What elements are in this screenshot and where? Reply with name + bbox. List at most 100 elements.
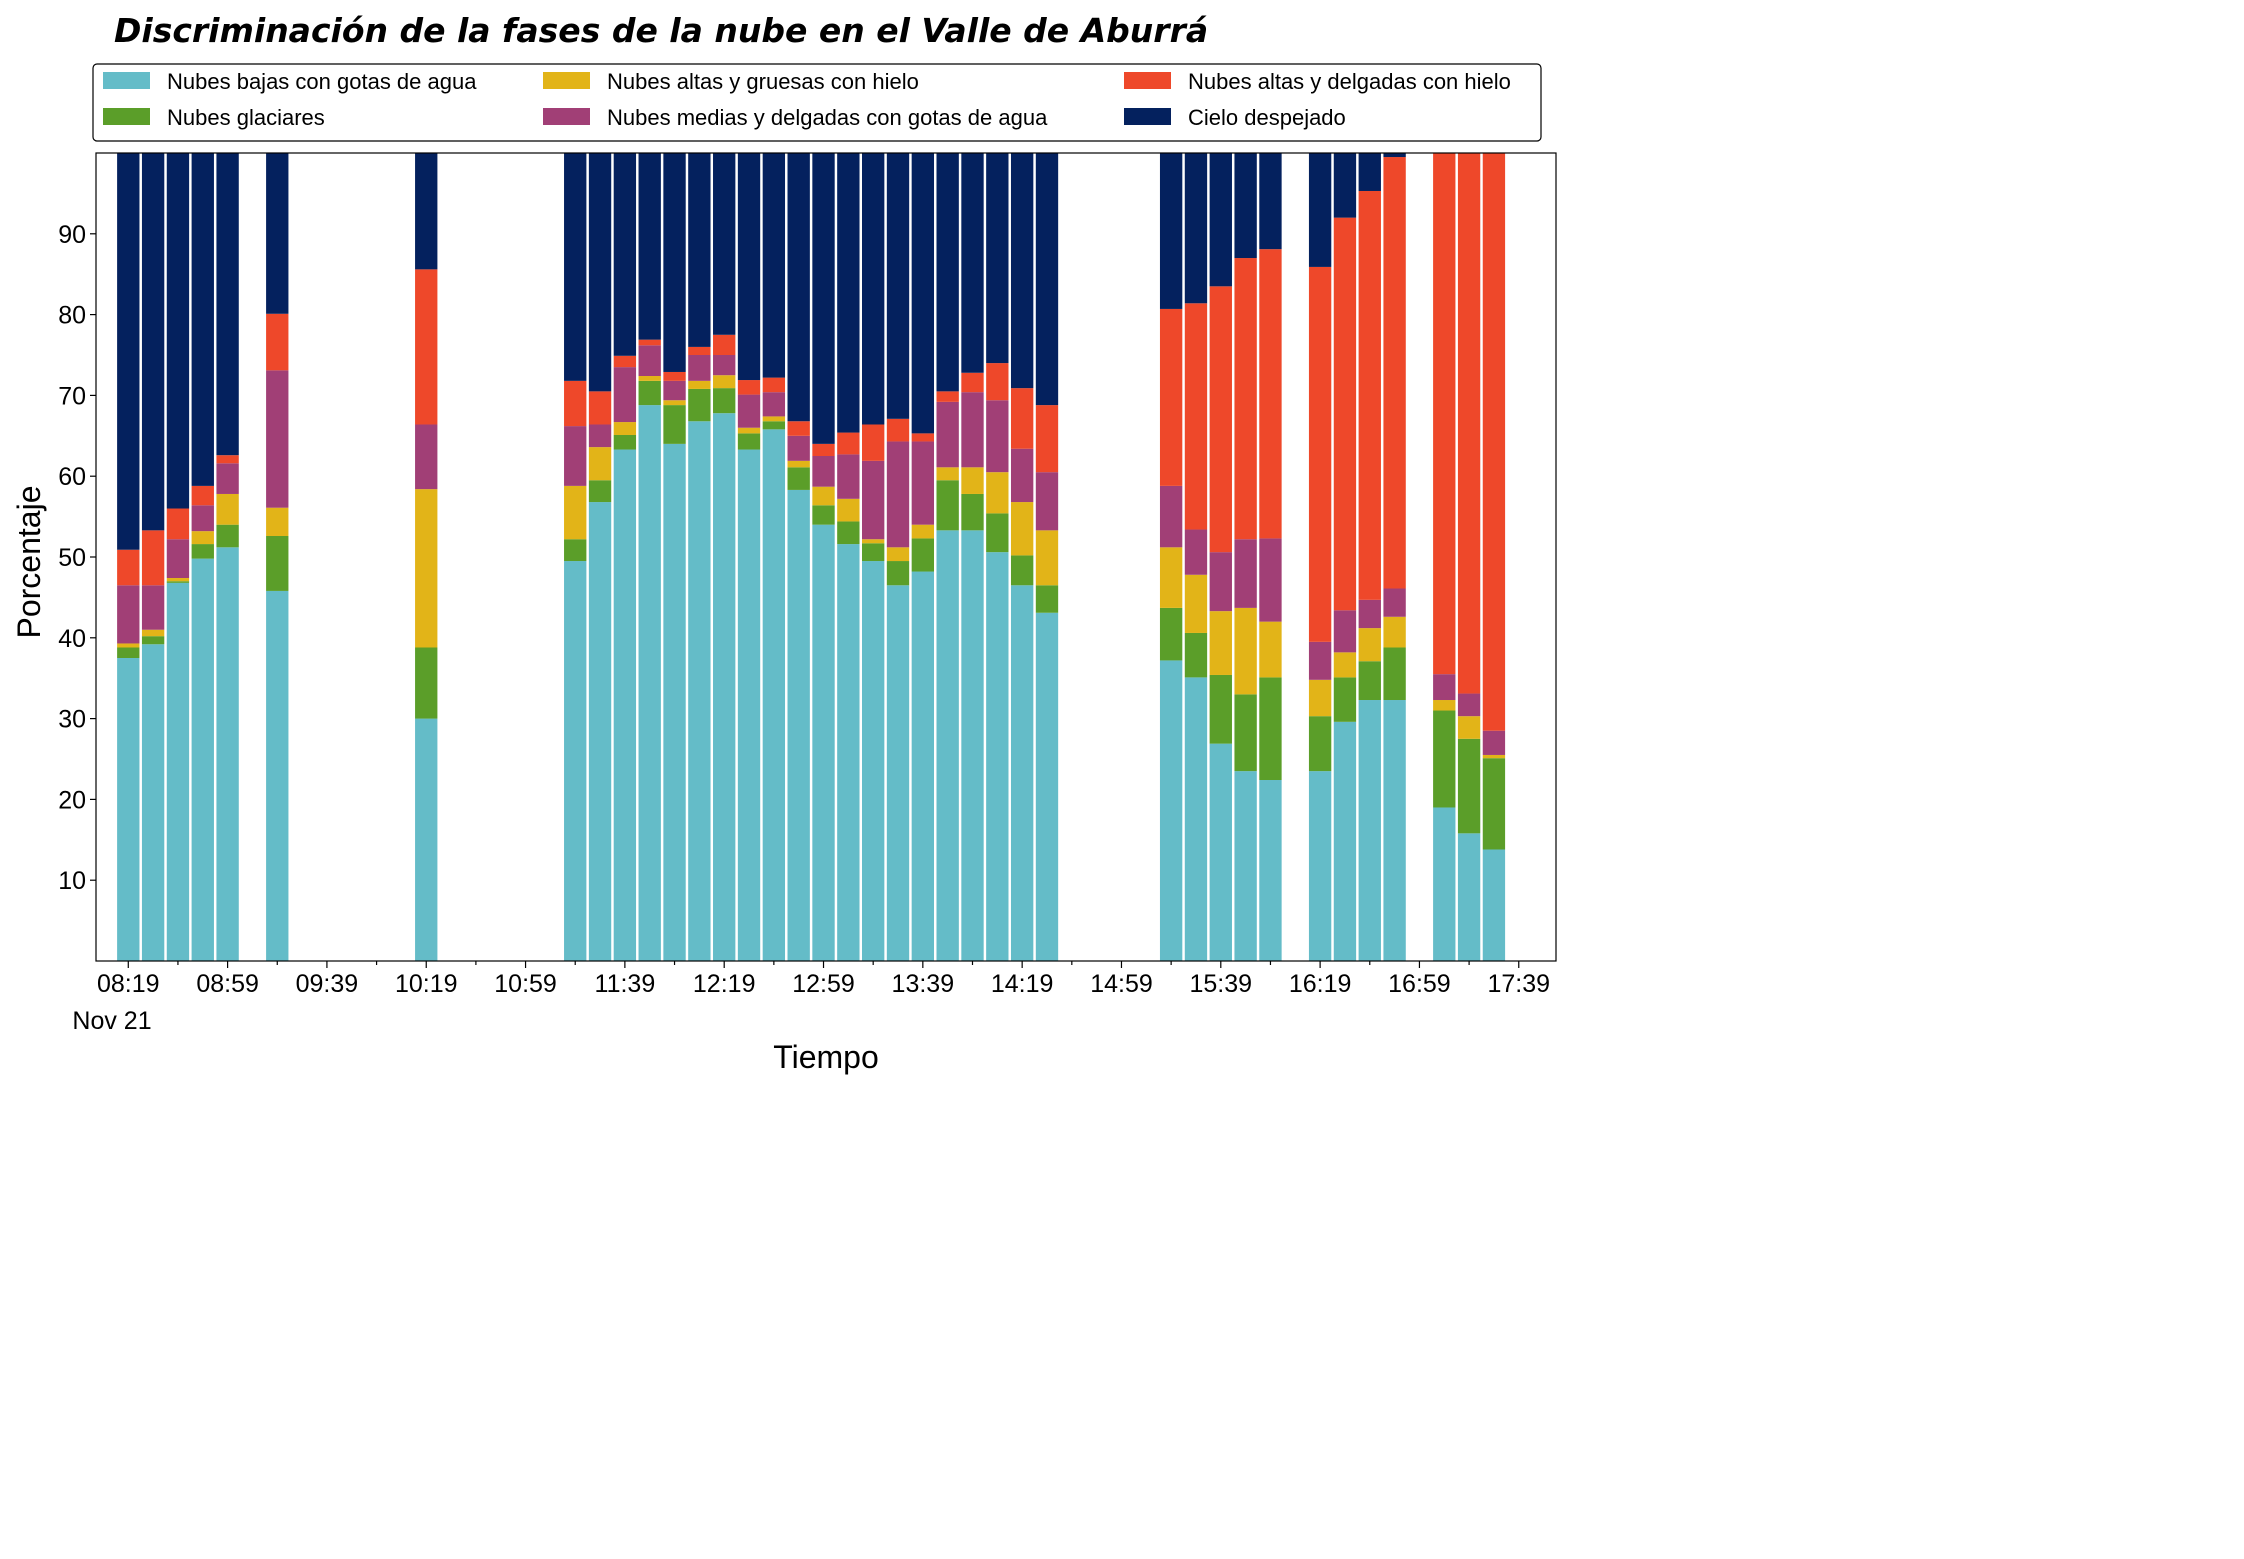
bar-segment <box>588 502 612 961</box>
bar-segment <box>638 376 661 381</box>
bar-segment <box>1482 754 1506 759</box>
bar-segment <box>1184 677 1208 961</box>
bar-segment <box>191 544 214 559</box>
bar-segment <box>1159 153 1183 309</box>
bar-segment <box>688 153 711 347</box>
bar-segment <box>117 643 140 648</box>
bar-segment <box>1333 677 1357 722</box>
bar-segment <box>1234 258 1257 540</box>
bar-segment <box>191 531 214 545</box>
bar-segment <box>1308 716 1332 772</box>
bar-segment <box>638 153 661 340</box>
bar-segment <box>837 498 860 522</box>
bar-segment <box>737 433 761 450</box>
bar-segment <box>1259 780 1282 961</box>
bar-segment <box>961 392 984 468</box>
bar-segment <box>862 153 885 425</box>
bar-segment <box>961 467 984 494</box>
bar-segment <box>1482 849 1506 961</box>
y-tick-label: 90 <box>58 221 86 249</box>
bar-segment <box>1433 700 1456 711</box>
bar-segment <box>787 435 810 461</box>
bar-segment <box>216 463 239 494</box>
bar-segment <box>762 416 786 422</box>
x-axis-date-label: Nov 21 <box>72 1007 151 1035</box>
bar-segment <box>837 544 860 961</box>
bar-segment <box>886 547 910 562</box>
bar-segment <box>862 424 885 461</box>
bar-segment <box>166 581 190 583</box>
bar-segment <box>1482 153 1506 731</box>
x-tick-label: 14:59 <box>1090 970 1153 998</box>
bar-segment <box>1010 388 1034 449</box>
bar-segment <box>564 153 587 381</box>
bar-segment <box>1308 153 1332 267</box>
bar-segment <box>191 153 214 486</box>
bar-segment <box>911 433 935 442</box>
bar-segment <box>1333 217 1357 611</box>
bar-segment <box>141 644 165 961</box>
bar-segment <box>812 153 835 444</box>
bar-segment <box>588 391 612 425</box>
bars-group <box>117 153 1506 962</box>
bar-segment <box>1358 628 1381 662</box>
bar-segment <box>1234 771 1257 961</box>
legend-swatch <box>1124 108 1171 125</box>
bar-segment <box>961 530 984 961</box>
bar-segment <box>1234 153 1257 259</box>
bar-segment <box>1383 157 1406 589</box>
bar-segment <box>1184 632 1208 678</box>
bar-segment <box>1308 679 1332 717</box>
bar-segment <box>911 538 935 572</box>
bar-segment <box>1457 693 1481 717</box>
bar-segment <box>613 449 637 961</box>
legend: Nubes bajas con gotas de agua Nubes glaci… <box>92 63 1542 142</box>
legend-frame <box>92 63 1542 142</box>
x-tick-label: 16:19 <box>1289 970 1352 998</box>
bar-segment <box>762 377 786 393</box>
bar-segment <box>1259 538 1282 622</box>
bar-segment <box>588 424 612 448</box>
bar-segment <box>266 313 289 371</box>
bar-segment <box>1010 555 1034 586</box>
bar-segment <box>1457 738 1481 834</box>
bar-segment <box>737 380 761 395</box>
bar-segment <box>1234 694 1257 772</box>
bar-segment <box>1159 660 1183 961</box>
bar-segment <box>1433 674 1456 701</box>
bar-segment <box>787 489 810 961</box>
bar-segment <box>415 718 438 961</box>
bar-segment <box>1234 607 1257 695</box>
bar-segment <box>117 647 140 658</box>
bar-segment <box>961 153 984 373</box>
bar-segment <box>141 629 165 637</box>
x-tick-label: 12:19 <box>693 970 756 998</box>
bar-segment <box>1457 153 1481 694</box>
bar-segment <box>1482 730 1506 755</box>
bar-segment <box>787 460 810 468</box>
bar-segment <box>166 582 190 961</box>
bar-segment <box>613 153 637 356</box>
bar-segment <box>986 400 1009 473</box>
bar-segment <box>191 485 214 506</box>
bar-segment <box>886 585 910 961</box>
bar-segment <box>812 524 835 961</box>
y-tick-label: 70 <box>58 382 86 410</box>
bar-segment <box>688 380 711 389</box>
legend-label: Cielo despejado <box>1188 105 1346 130</box>
bar-segment <box>1184 529 1208 575</box>
bar-segment <box>1035 530 1059 586</box>
bar-segment <box>663 443 686 961</box>
bar-segment <box>1308 641 1332 680</box>
bar-segment <box>663 405 686 444</box>
bar-segment <box>588 480 612 503</box>
legend-swatch <box>103 72 150 89</box>
bar-segment <box>936 530 959 961</box>
bar-segment <box>588 153 612 392</box>
bar-segment <box>1159 607 1183 661</box>
bar-segment <box>663 153 686 372</box>
bar-segment <box>1333 153 1357 218</box>
bar-segment <box>1383 588 1406 617</box>
bar-segment <box>1358 700 1381 961</box>
bar-segment <box>936 480 959 531</box>
